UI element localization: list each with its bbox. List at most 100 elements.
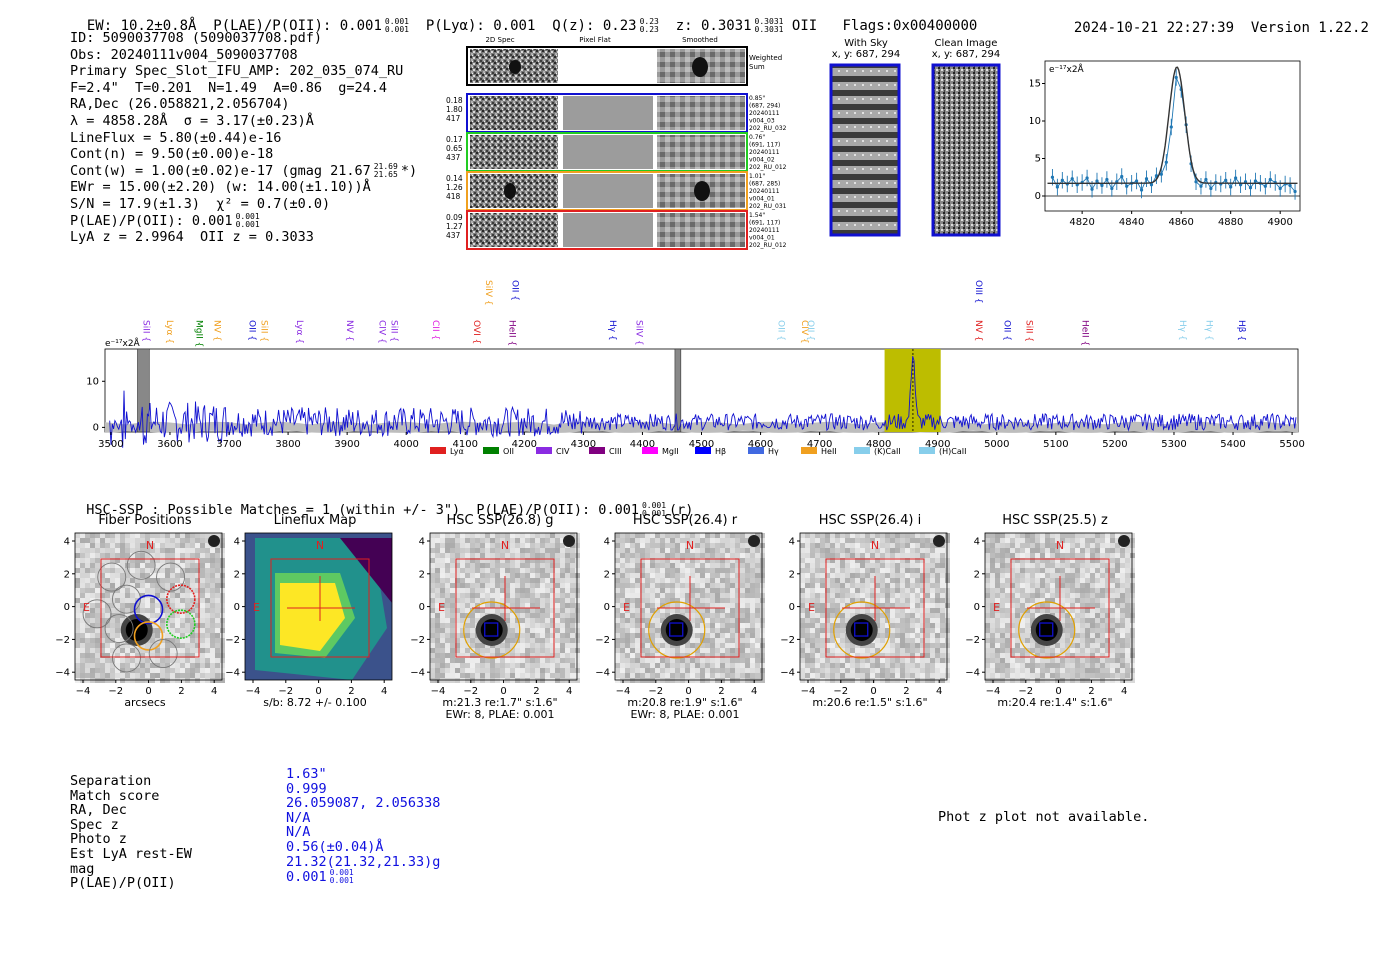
pixel: [1010, 568, 1015, 573]
pixel: [895, 568, 900, 573]
pixel: [910, 603, 915, 608]
pixel: [510, 538, 515, 543]
pixel: [900, 533, 905, 538]
pixel: [885, 578, 890, 583]
pixel: [110, 548, 115, 553]
pixel: [180, 543, 185, 548]
pixel: [890, 588, 895, 593]
pixel: [1030, 578, 1035, 583]
pixel: [820, 613, 825, 618]
pixel: [835, 548, 840, 553]
pixel: [935, 553, 940, 558]
pixel: [840, 573, 845, 578]
pixel: [1075, 578, 1080, 583]
pixel: [1015, 653, 1020, 658]
pixel: [1030, 663, 1035, 668]
pixel: [120, 643, 125, 648]
pixel: [1030, 618, 1035, 623]
pixel: [1025, 578, 1030, 583]
panel-xtick-label: 0: [685, 686, 691, 697]
compass-e: E: [623, 601, 630, 614]
pixel: [460, 543, 465, 548]
pixel: [435, 643, 440, 648]
pixel: [915, 653, 920, 658]
pixel: [940, 668, 945, 673]
pixel: [100, 678, 105, 683]
pixel: [485, 568, 490, 573]
fit-data-point: [1085, 176, 1089, 180]
pixel: [1025, 563, 1030, 568]
pixel: [695, 633, 700, 638]
pixel: [1080, 593, 1085, 598]
pixel: [685, 658, 690, 663]
pixel: [615, 623, 620, 628]
pixel: [730, 533, 735, 538]
pixel: [185, 633, 190, 638]
pixel: [520, 608, 525, 613]
pixel: [1100, 563, 1105, 568]
pixel: [195, 628, 200, 633]
pixel: [490, 593, 495, 598]
pixel: [195, 618, 200, 623]
pixel: [545, 533, 550, 538]
pixel: [145, 643, 150, 648]
pixel: [620, 548, 625, 553]
pixel: [1035, 533, 1040, 538]
pixel: [135, 583, 140, 588]
pixel: [850, 533, 855, 538]
pixel: [1000, 668, 1005, 673]
pixel: [800, 668, 805, 673]
pixel: [935, 603, 940, 608]
pixel: [480, 603, 485, 608]
pixel: [835, 603, 840, 608]
pixel: [920, 603, 925, 608]
pixel: [150, 618, 155, 623]
pixel: [670, 668, 675, 673]
pixel: [1090, 578, 1095, 583]
pixel: [820, 598, 825, 603]
pixel: [515, 558, 520, 563]
pixel: [90, 658, 95, 663]
pixel: [185, 653, 190, 658]
pixel: [90, 543, 95, 548]
pixel: [1035, 648, 1040, 653]
pixel: [940, 653, 945, 658]
pixel: [1055, 588, 1060, 593]
panel-ytick-label: −4: [780, 668, 795, 679]
pixel: [465, 548, 470, 553]
pixel: [740, 678, 745, 683]
pixel: [930, 533, 935, 538]
pixel: [755, 653, 760, 658]
panel-xtick-label: 2: [718, 686, 724, 697]
pixel: [80, 663, 85, 668]
pixel: [690, 578, 695, 583]
pixel: [1080, 603, 1085, 608]
pixel: [905, 593, 910, 598]
pixel: [760, 588, 765, 593]
pixel: [480, 553, 485, 558]
pixel: [750, 678, 755, 683]
pixel: [1000, 623, 1005, 628]
pixel: [75, 563, 80, 568]
aperture-circle: [463, 601, 521, 659]
pixel: [75, 658, 80, 663]
pixel: [615, 613, 620, 618]
pixel: [990, 648, 995, 653]
pixel: [1035, 543, 1040, 548]
pixel: [430, 558, 435, 563]
pixel: [545, 538, 550, 543]
pixel: [860, 563, 865, 568]
pixel: [660, 608, 665, 613]
pixel: [1015, 533, 1020, 538]
pixel: [905, 648, 910, 653]
pixel: [115, 658, 120, 663]
pixel: [1090, 673, 1095, 678]
pixel: [75, 643, 80, 648]
pixel: [635, 578, 640, 583]
pixel: [910, 678, 915, 683]
pixel: [615, 663, 620, 668]
pixel: [900, 538, 905, 543]
pixel: [530, 613, 535, 618]
pixel: [195, 563, 200, 568]
